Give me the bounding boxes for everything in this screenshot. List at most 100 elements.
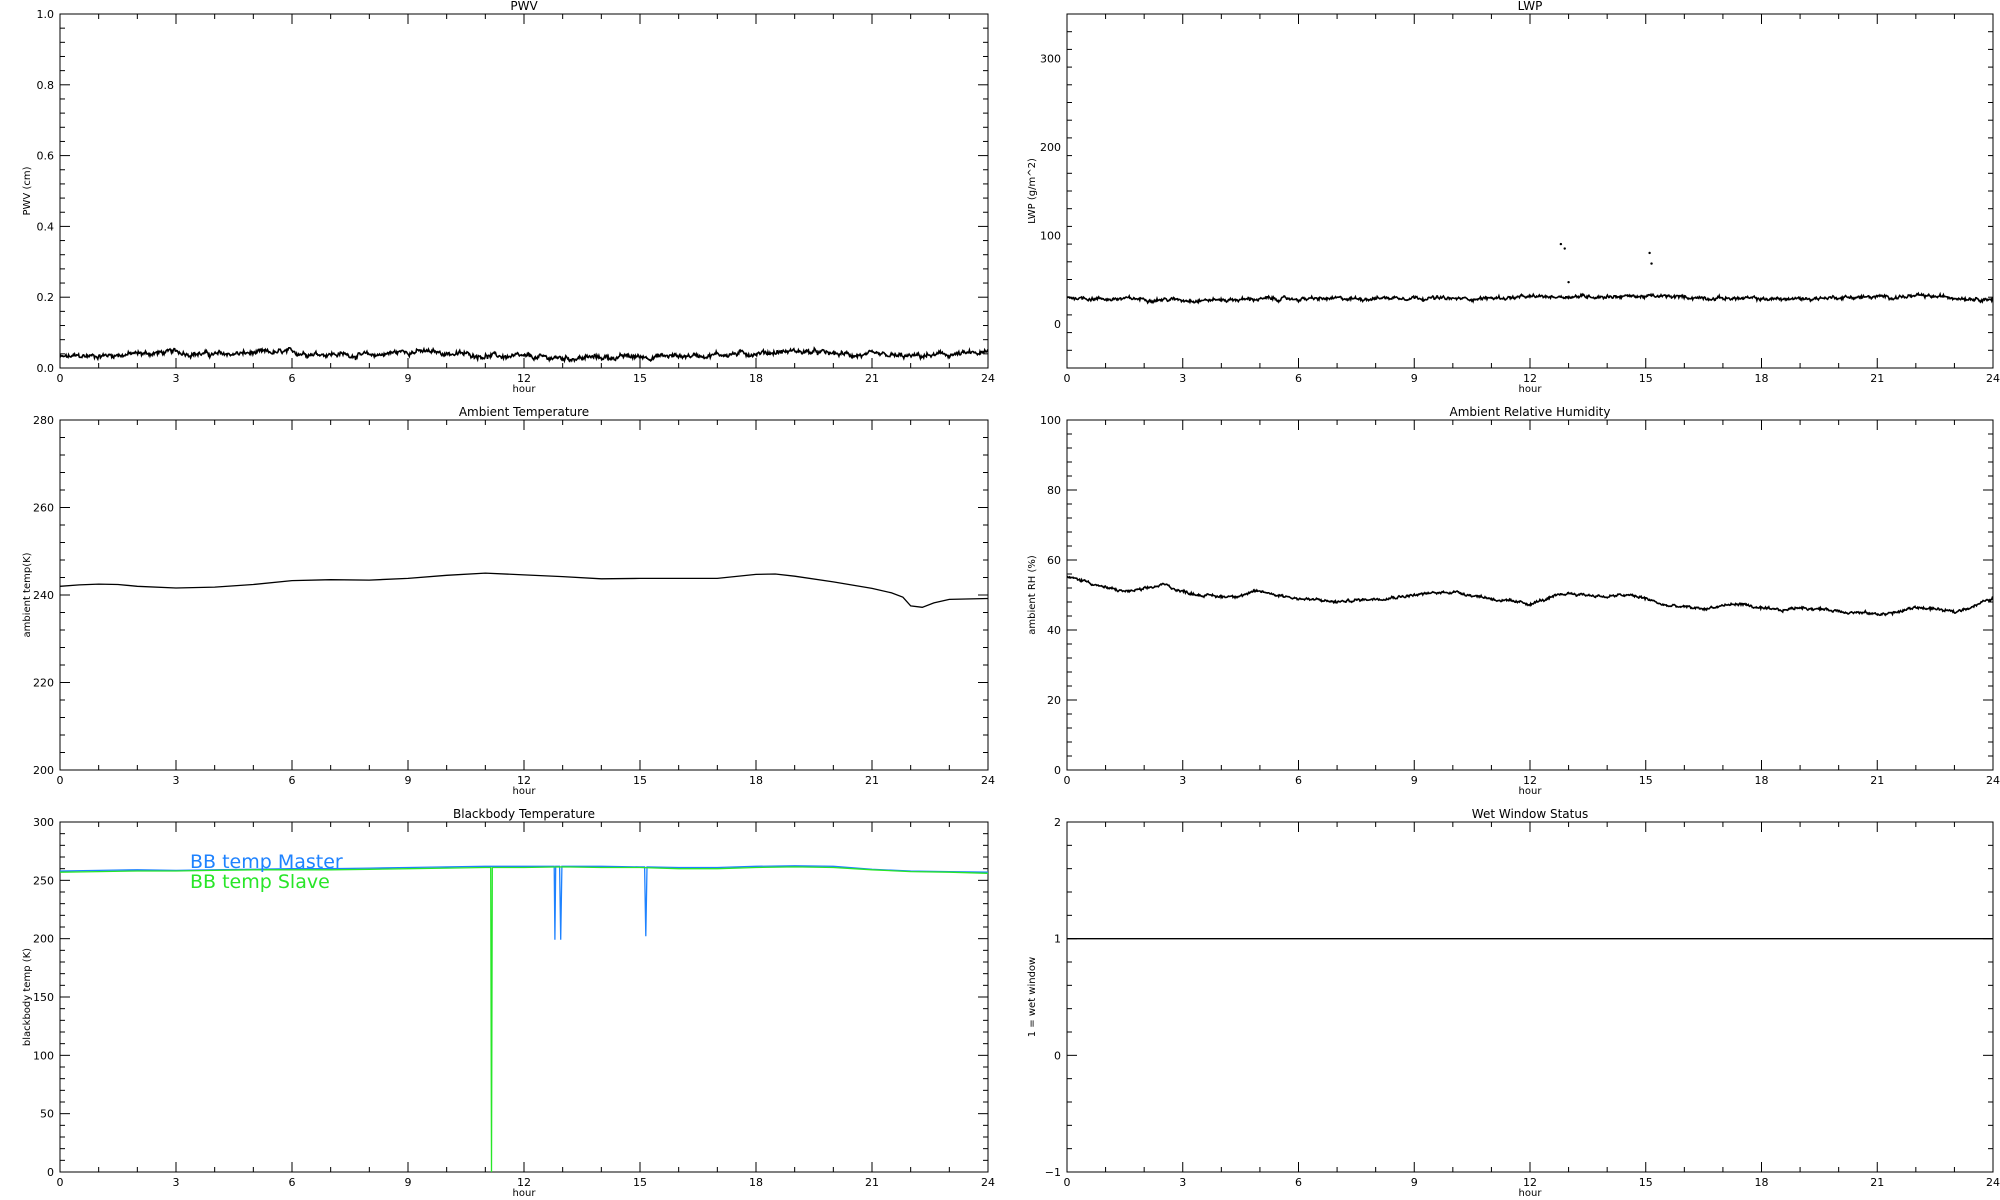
- x-tick-label: 9: [1411, 1176, 1418, 1189]
- x-tick-label: 24: [1986, 1176, 2000, 1189]
- y-tick-label: 0.4: [37, 220, 55, 233]
- x-tick-label: 21: [865, 774, 879, 787]
- x-tick-label: 9: [1411, 372, 1418, 385]
- series-line-lwp-0: [1067, 291, 1993, 305]
- x-tick-label: 9: [1411, 774, 1418, 787]
- x-tick-label: 0: [57, 372, 64, 385]
- y-tick-label: 260: [33, 502, 54, 515]
- y-tick-label: 200: [1040, 141, 1061, 154]
- y-tick-label: 0: [1054, 1049, 1061, 1062]
- x-tick-label: 12: [517, 1176, 531, 1189]
- y-tick-label: 100: [1040, 229, 1061, 242]
- x-tick-label: 6: [289, 1176, 296, 1189]
- y-tick-label: 20: [1047, 694, 1061, 707]
- chart-title: Wet Window Status: [1472, 807, 1588, 821]
- series-line-bb-temp-master: [60, 865, 988, 940]
- x-tick-label: 24: [1986, 774, 2000, 787]
- chart-panel-lwp: 0 3 6 9 12 15 18 21 24 0 100 200 300 LWP hour LWP (g/m^…: [1027, 0, 2000, 395]
- y-tick-label: 80: [1047, 484, 1061, 497]
- x-tick-label: 0: [1064, 1176, 1071, 1189]
- y-tick-label: 1: [1054, 933, 1061, 946]
- x-tick-label: 0: [1064, 372, 1071, 385]
- plot-frame: [59, 13, 989, 369]
- x-tick-label: 15: [633, 1176, 647, 1189]
- x-tick-label: 6: [1295, 774, 1302, 787]
- x-tick-label: 15: [1639, 372, 1653, 385]
- scatter-point: [1563, 247, 1566, 250]
- y-axis-label: LWP (g/m^2): [1027, 158, 1038, 224]
- plot-frame: [1066, 13, 1994, 369]
- y-tick-label: 60: [1047, 554, 1061, 567]
- x-tick-label: 3: [173, 372, 180, 385]
- plot-frame: [59, 419, 989, 771]
- x-axis-label: hour: [1519, 786, 1543, 797]
- y-axis-label: ambient temp(K): [22, 552, 33, 637]
- x-tick-label: 6: [1295, 1176, 1302, 1189]
- y-tick-label: 300: [1040, 52, 1061, 65]
- chart-panel-pwv: 0 3 6 9 12 15 18 21 24 0.0 0.2 0.4 0.6 0.8 1.0 PWV hour P…: [22, 0, 995, 395]
- x-tick-label: 12: [1523, 1176, 1537, 1189]
- scatter-point: [1567, 280, 1570, 284]
- x-tick-label: 9: [405, 774, 412, 787]
- chart-panel-ambient_temp: 0 3 6 9 12 15 18 21 24 200 220 240 260 280 Ambient Tem…: [22, 405, 995, 797]
- series-line-pwv-0: [60, 346, 988, 364]
- x-axis-label: hour: [513, 1188, 537, 1199]
- x-tick-label: 21: [1870, 774, 1884, 787]
- x-tick-label: 3: [1179, 1176, 1186, 1189]
- y-tick-label: 100: [1040, 414, 1061, 427]
- x-tick-label: 21: [865, 372, 879, 385]
- y-axis-label: PWV (cm): [22, 166, 33, 215]
- x-tick-label: 6: [289, 372, 296, 385]
- x-tick-label: 18: [1755, 1176, 1769, 1189]
- scatter-point: [1559, 242, 1563, 246]
- x-tick-label: 24: [1986, 372, 2000, 385]
- y-tick-label: 200: [33, 933, 54, 946]
- x-tick-label: 3: [1179, 372, 1186, 385]
- x-tick-label: 21: [1870, 1176, 1884, 1189]
- y-axis-label: ambient RH (%): [1027, 555, 1038, 635]
- y-tick-label: 150: [33, 991, 54, 1004]
- x-tick-label: 18: [1755, 372, 1769, 385]
- x-axis-label: hour: [1519, 384, 1543, 395]
- y-axis-label: blackbody temp (K): [22, 948, 33, 1046]
- y-tick-label: 2: [1054, 816, 1061, 829]
- x-tick-label: 6: [289, 774, 296, 787]
- chart-title: Ambient Temperature: [459, 405, 589, 419]
- y-tick-label: 300: [33, 816, 54, 829]
- y-tick-label: 0: [1054, 764, 1061, 777]
- plot-frame: [1066, 821, 1994, 1173]
- y-tick-label: 0: [1054, 318, 1061, 331]
- x-tick-label: 12: [517, 372, 531, 385]
- series-line-bb-temp-slave: [60, 866, 988, 1172]
- y-tick-label: 40: [1047, 624, 1061, 637]
- x-tick-label: 18: [749, 774, 763, 787]
- x-tick-label: 9: [405, 1176, 412, 1189]
- y-tick-label: 100: [33, 1049, 54, 1062]
- x-tick-label: 3: [1179, 774, 1186, 787]
- series-line-ambient_temp-0: [60, 572, 988, 608]
- x-tick-label: 15: [633, 372, 647, 385]
- x-tick-label: 18: [749, 372, 763, 385]
- chart-title: PWV: [510, 0, 538, 13]
- y-axis-label: 1 = wet window: [1027, 957, 1038, 1037]
- y-tick-label: 0.0: [37, 362, 55, 375]
- x-tick-label: 0: [57, 1176, 64, 1189]
- x-tick-label: 21: [1870, 372, 1884, 385]
- x-axis-label: hour: [513, 786, 537, 797]
- x-tick-label: 21: [865, 1176, 879, 1189]
- x-tick-label: 15: [1639, 1176, 1653, 1189]
- x-tick-label: 24: [981, 372, 995, 385]
- x-tick-label: 0: [57, 774, 64, 787]
- series-line-ambient_rh-0: [1067, 575, 1993, 617]
- chart-title: Blackbody Temperature: [453, 807, 595, 821]
- x-tick-label: 0: [1064, 774, 1071, 787]
- y-tick-label: 220: [33, 677, 54, 690]
- legend-label: BB temp Slave: [190, 871, 330, 893]
- chart-panel-blackbody_temp: 0 3 6 9 12 15 18 21 24 0 50 100 150 200 250 300 Blackbod…: [22, 807, 995, 1199]
- y-tick-label: 0: [47, 1166, 54, 1179]
- y-tick-label: 0.8: [37, 79, 55, 92]
- y-tick-label: −1: [1045, 1166, 1061, 1179]
- x-tick-label: 12: [1523, 774, 1537, 787]
